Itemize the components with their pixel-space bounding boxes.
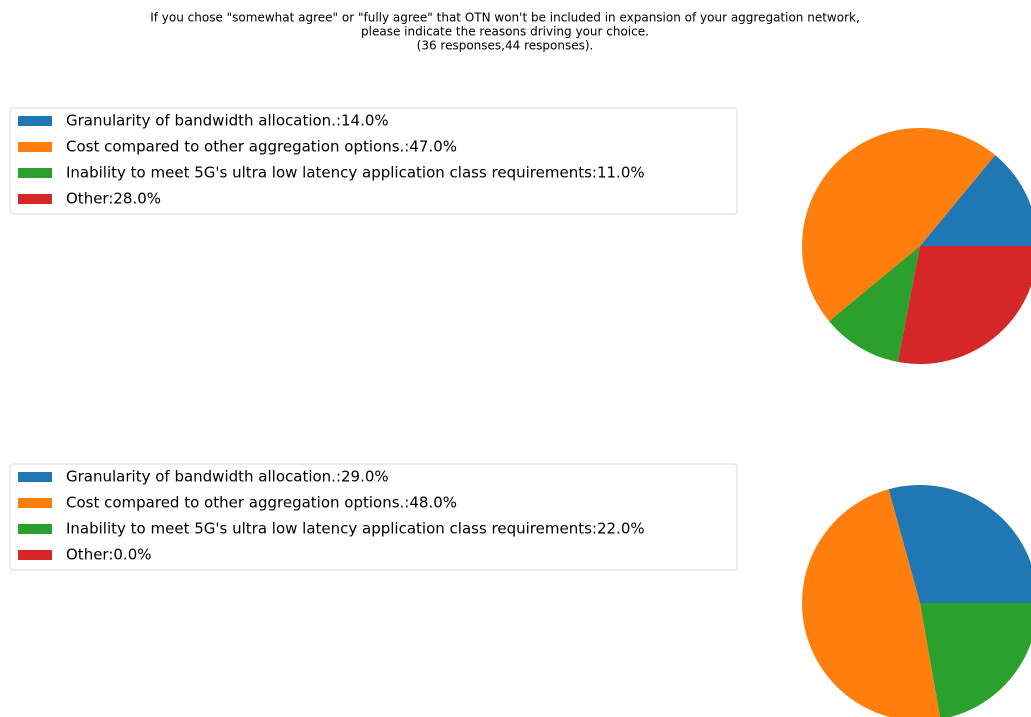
legend-label: Cost compared to other aggregation optio… (66, 494, 457, 512)
legend-label: Other:28.0% (66, 190, 161, 208)
pie-slice (802, 489, 941, 717)
pie-slice (920, 603, 1031, 717)
pie-slice (802, 128, 996, 322)
chart-title: If you chose "somewhat agree" or "fully … (150, 11, 860, 25)
legend-label: Other:0.0% (66, 546, 152, 564)
legend-swatch (18, 524, 52, 534)
legend-swatch (18, 142, 52, 152)
legend-label: Granularity of bandwidth allocation.:29.… (66, 468, 389, 486)
legend-swatch (18, 550, 52, 560)
legend-label: Inability to meet 5G's ultra low latency… (66, 164, 645, 182)
legend-label: Cost compared to other aggregation optio… (66, 138, 457, 156)
legend-swatch (18, 168, 52, 178)
pie-slice (920, 155, 1031, 246)
legend-label: Granularity of bandwidth allocation.:14.… (66, 112, 389, 130)
legend-box (9, 463, 738, 571)
pie-slice (897, 246, 1031, 364)
legend-box (9, 107, 738, 215)
legend-swatch (18, 472, 52, 482)
chart-title: (36 responses,44 responses). (417, 39, 594, 53)
legend-swatch (18, 116, 52, 126)
legend-swatch (18, 498, 52, 508)
chart-title: please indicate the reasons driving your… (361, 25, 649, 39)
legend-swatch (18, 194, 52, 204)
pie-slice (829, 246, 920, 362)
legend-label: Inability to meet 5G's ultra low latency… (66, 520, 645, 538)
pie-slice (888, 485, 1031, 603)
